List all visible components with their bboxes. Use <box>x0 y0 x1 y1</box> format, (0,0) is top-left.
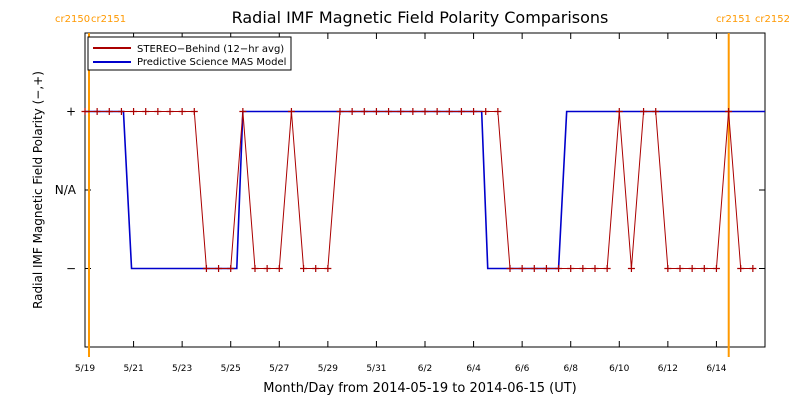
data-point-marker <box>445 108 453 115</box>
data-point-marker <box>627 265 635 272</box>
chart-title: Radial IMF Magnetic Field Polarity Compa… <box>232 8 609 27</box>
legend-box <box>87 36 292 71</box>
data-point-marker <box>251 265 259 272</box>
data-point-marker <box>105 108 113 115</box>
series-line-mas <box>85 110 765 270</box>
x-tick-label: 6/4 <box>466 364 481 374</box>
data-point-marker <box>470 108 478 115</box>
carrington-label-left-1: cr2150 <box>55 14 90 25</box>
data-point-marker <box>117 108 125 115</box>
data-point-marker <box>567 265 575 272</box>
data-point-marker <box>518 265 526 272</box>
x-tick-label: 5/27 <box>269 364 289 374</box>
x-tick-label: 6/10 <box>609 364 629 374</box>
data-point-marker <box>372 108 380 115</box>
y-tick-label: − <box>66 262 76 276</box>
data-point-marker <box>227 265 235 272</box>
data-point-marker <box>300 265 308 272</box>
data-point-marker <box>312 265 320 272</box>
x-tick-label: 5/25 <box>221 364 241 374</box>
data-point-marker <box>615 108 623 115</box>
y-axis: + N/A − <box>55 105 765 276</box>
data-point-marker <box>421 108 429 115</box>
data-point-marker <box>725 108 733 115</box>
data-point-marker <box>542 265 550 272</box>
data-point-marker <box>263 265 271 272</box>
x-axis-label: Month/Day from 2014-05-19 to 2014-06-15 … <box>263 381 576 396</box>
x-tick-label: 5/19 <box>75 364 95 374</box>
data-point-marker <box>700 265 708 272</box>
data-point-marker <box>93 108 101 115</box>
x-tick-label: 5/23 <box>172 364 192 374</box>
data-point-marker <box>433 108 441 115</box>
x-tick-label: 5/21 <box>123 364 143 374</box>
data-point-marker <box>190 108 198 115</box>
carrington-label-right-1: cr2151 <box>716 14 751 25</box>
x-tick-label: 6/6 <box>515 364 530 374</box>
x-tick-label: 6/2 <box>418 364 432 374</box>
data-point-marker <box>506 265 514 272</box>
data-point-marker <box>749 265 757 272</box>
data-point-marker <box>712 265 720 272</box>
data-point-marker <box>737 265 745 272</box>
data-point-marker <box>239 108 247 115</box>
data-point-marker <box>591 265 599 272</box>
data-point-marker <box>81 108 89 115</box>
x-tick-label: 5/29 <box>318 364 338 374</box>
data-point-marker <box>324 265 332 272</box>
data-point-marker <box>154 108 162 115</box>
x-tick-label: 6/8 <box>563 364 578 374</box>
data-point-marker <box>142 108 150 115</box>
data-point-marker <box>676 265 684 272</box>
data-point-marker <box>664 265 672 272</box>
carrington-label-left-2: cr2151 <box>91 14 126 25</box>
data-point-marker <box>555 265 563 272</box>
x-tick-label: 6/12 <box>658 364 678 374</box>
data-point-marker <box>166 108 174 115</box>
data-point-marker <box>530 265 538 272</box>
data-point-marker <box>336 108 344 115</box>
plot-frame <box>84 32 766 348</box>
series-line-stereo <box>85 111 753 269</box>
legend-label-mas: Predictive Science MAS Model <box>137 57 286 68</box>
y-tick-label: + <box>66 105 76 119</box>
data-point-marker <box>688 265 696 272</box>
series-layer <box>81 108 765 272</box>
data-point-marker <box>215 265 223 272</box>
data-point-marker <box>457 108 465 115</box>
data-point-marker <box>360 108 368 115</box>
data-point-marker <box>202 265 210 272</box>
data-point-marker <box>385 108 393 115</box>
data-point-marker <box>579 265 587 272</box>
data-point-marker <box>603 265 611 272</box>
data-point-marker <box>640 108 648 115</box>
y-axis-label: Radial IMF Magnetic Field Polarity (−,+) <box>31 71 45 309</box>
data-point-marker <box>130 108 138 115</box>
x-tick-label: 6/14 <box>706 364 726 374</box>
data-point-marker <box>287 108 295 115</box>
legend: STEREO−Behind (12−hr avg) Predictive Sci… <box>87 36 292 71</box>
legend-label-stereo: STEREO−Behind (12−hr avg) <box>137 44 284 55</box>
data-point-marker <box>494 108 502 115</box>
data-point-marker <box>348 108 356 115</box>
x-axis: 5/19 5/21 5/23 5/25 5/27 5/29 5/31 6/2 6/4 6/6 6/8… <box>75 33 727 374</box>
data-point-marker <box>482 108 490 115</box>
data-point-marker <box>409 108 417 115</box>
data-point-marker <box>275 265 283 272</box>
x-tick-label: 5/31 <box>366 364 386 374</box>
data-point-marker <box>397 108 405 115</box>
carrington-label-right-2: cr2152 <box>755 14 790 25</box>
data-point-marker <box>652 108 660 115</box>
carrington-markers <box>88 33 730 357</box>
data-point-marker <box>178 108 186 115</box>
y-tick-label: N/A <box>55 183 77 197</box>
